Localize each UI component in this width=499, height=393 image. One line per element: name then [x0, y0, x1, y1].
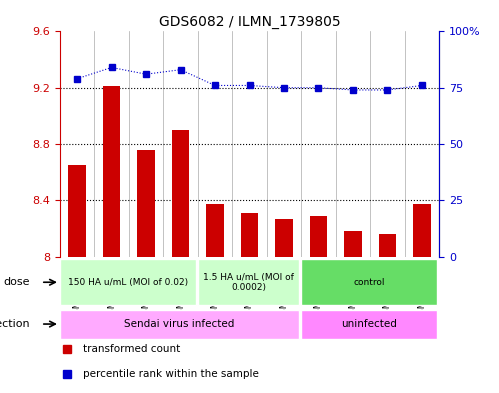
FancyBboxPatch shape [301, 310, 438, 338]
Text: 1.5 HA u/mL (MOI of
0.0002): 1.5 HA u/mL (MOI of 0.0002) [203, 272, 294, 292]
Text: transformed count: transformed count [83, 344, 180, 354]
Text: dose: dose [3, 277, 29, 287]
Text: uninfected: uninfected [341, 319, 397, 329]
Text: percentile rank within the sample: percentile rank within the sample [83, 369, 258, 379]
Bar [103, 86, 120, 257]
Text: Sendai virus infected: Sendai virus infected [124, 319, 235, 329]
Bar [241, 213, 258, 257]
Text: infection: infection [0, 319, 29, 329]
Bar [207, 204, 224, 257]
Bar [344, 231, 362, 257]
Text: 150 HA u/mL (MOI of 0.02): 150 HA u/mL (MOI of 0.02) [68, 278, 188, 287]
Bar [379, 234, 396, 257]
FancyBboxPatch shape [301, 259, 438, 305]
Bar [137, 150, 155, 257]
Bar [68, 165, 86, 257]
Bar [310, 216, 327, 257]
FancyBboxPatch shape [60, 310, 299, 338]
FancyBboxPatch shape [198, 259, 299, 305]
FancyBboxPatch shape [60, 259, 196, 305]
Bar [413, 204, 431, 257]
Text: control: control [354, 278, 385, 287]
Title: GDS6082 / ILMN_1739805: GDS6082 / ILMN_1739805 [159, 15, 340, 29]
Bar [172, 130, 189, 257]
Bar [275, 219, 292, 257]
